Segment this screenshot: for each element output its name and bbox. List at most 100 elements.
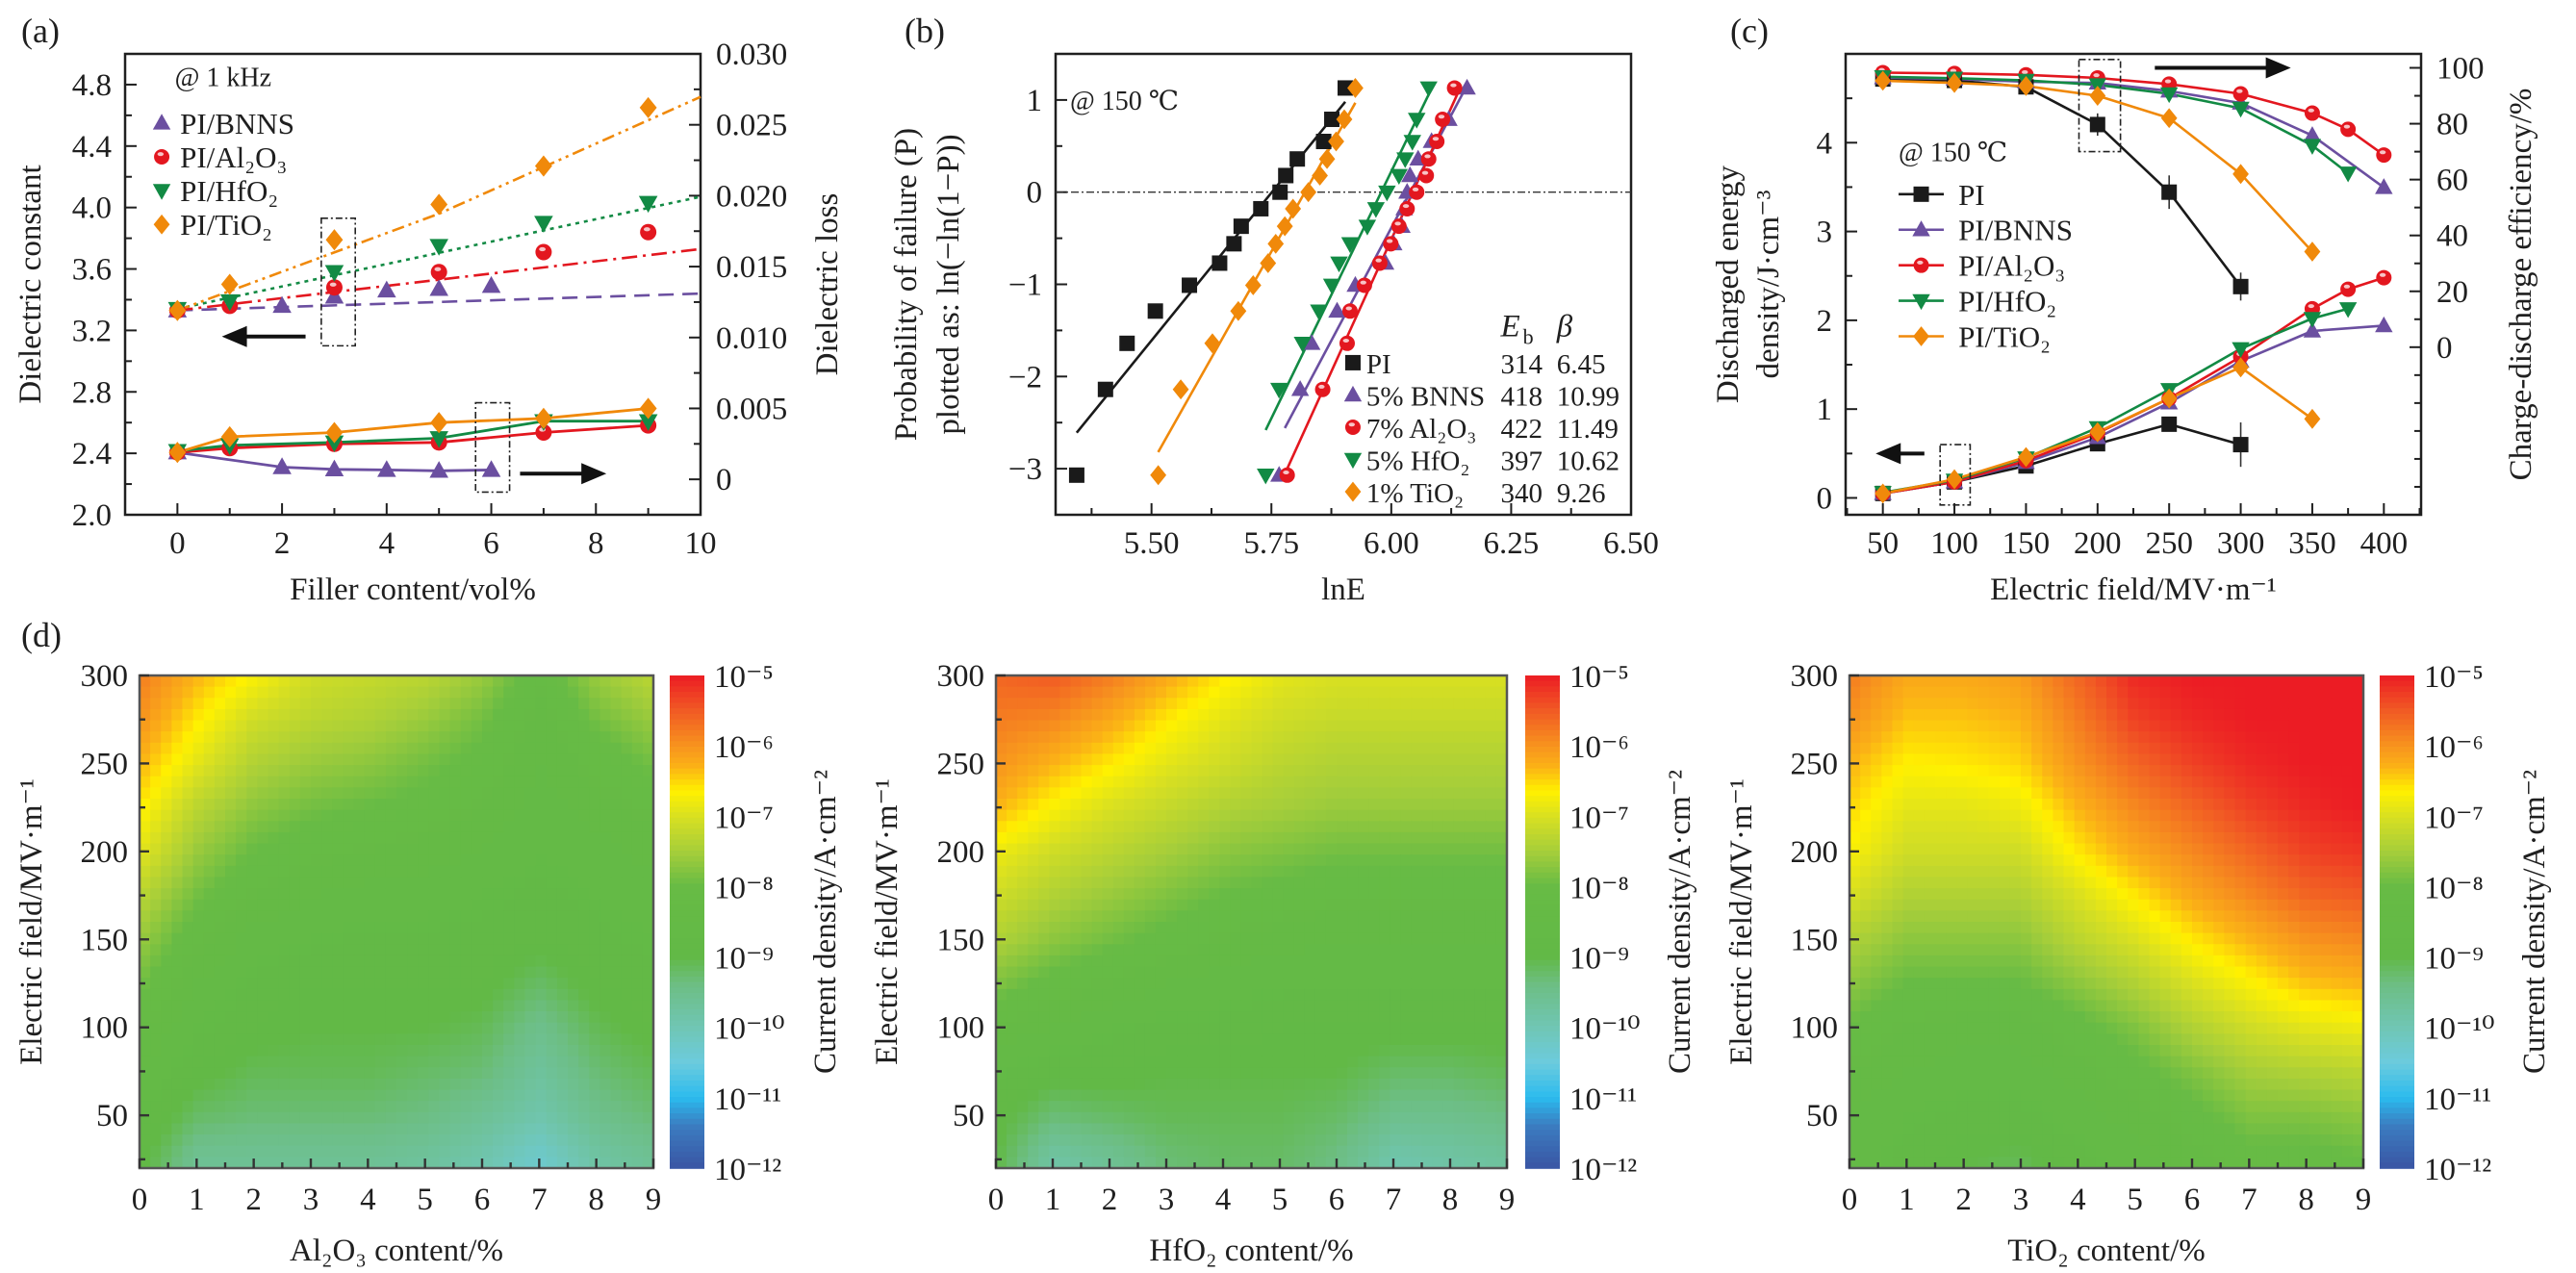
heatmap-cell bbox=[1230, 731, 1242, 744]
heatmap-cell bbox=[482, 1078, 494, 1091]
heatmap-cell bbox=[396, 922, 408, 934]
heatmap-cell bbox=[1059, 978, 1072, 990]
heatmap-cell bbox=[1325, 877, 1338, 889]
heatmap-cell bbox=[1453, 1078, 1466, 1091]
heatmap-cell bbox=[299, 843, 312, 855]
heatmap-cell bbox=[568, 1045, 579, 1057]
heatmap-cell bbox=[364, 978, 376, 990]
heatmap-cell bbox=[1007, 821, 1018, 833]
heatmap-cell bbox=[503, 686, 516, 700]
heatmap-cell bbox=[1358, 1011, 1369, 1024]
diamond-marker bbox=[1285, 198, 1302, 219]
heatmap-cell bbox=[1059, 966, 1072, 979]
heatmap-cell bbox=[1442, 753, 1455, 766]
heatmap-cell bbox=[568, 922, 579, 934]
heatmap-cell bbox=[1400, 1111, 1413, 1125]
heatmap-cell bbox=[214, 708, 226, 722]
heatmap-cell bbox=[1028, 1134, 1040, 1147]
heatmap-cell bbox=[192, 675, 205, 688]
dielectric-constant-point bbox=[272, 295, 292, 314]
heatmap-cell bbox=[1240, 966, 1253, 979]
heatmap-cell bbox=[150, 1067, 163, 1080]
heatmap-cell bbox=[1442, 731, 1455, 744]
heatmap-cell bbox=[1081, 877, 1093, 889]
heatmap-cell bbox=[493, 922, 505, 934]
colorbar-segment bbox=[670, 839, 704, 847]
heatmap-cell bbox=[140, 1033, 151, 1046]
heatmap-cell bbox=[225, 978, 237, 990]
triangle-up-marker bbox=[1458, 78, 1476, 95]
heatmap-cell bbox=[1347, 922, 1359, 934]
heatmap-cell bbox=[578, 899, 591, 912]
heatmap-cell bbox=[631, 966, 644, 979]
heatmap-cell bbox=[589, 1157, 601, 1169]
heatmap-cell bbox=[1134, 1033, 1146, 1046]
heatmap-cell bbox=[449, 1022, 462, 1035]
heatmap-cell bbox=[374, 932, 387, 946]
heatmap-cell bbox=[428, 932, 441, 946]
heatmap-cell bbox=[1337, 1123, 1348, 1135]
heatmap-cell bbox=[1390, 720, 1402, 732]
heatmap-cell bbox=[418, 831, 430, 845]
colorbar-segment bbox=[670, 872, 704, 879]
heatmap-cell bbox=[535, 776, 548, 789]
heatmap-cell bbox=[493, 932, 505, 946]
heatmap-cell bbox=[1272, 787, 1285, 800]
heatmap-cell bbox=[1198, 831, 1211, 845]
heatmap-cell bbox=[332, 821, 344, 833]
heatmap-cell bbox=[1219, 809, 1232, 823]
x-tick-label: 50 bbox=[1867, 526, 1899, 561]
heatmap-cell bbox=[1442, 988, 1455, 1002]
heatmap-cell bbox=[343, 1101, 355, 1113]
heatmap-cell bbox=[1485, 922, 1497, 934]
dielectric-constant-point bbox=[430, 193, 448, 216]
heatmap-cell bbox=[418, 1033, 430, 1046]
dielectric-loss-point bbox=[377, 460, 396, 477]
colorbar-segment bbox=[670, 686, 704, 693]
triangle-up-marker bbox=[272, 457, 292, 474]
legend-row: 7% Al₂O₃ 422 11.49 bbox=[1344, 414, 1619, 445]
heatmap-cell bbox=[546, 787, 558, 800]
heatmap-cell bbox=[203, 932, 216, 946]
heatmap-cell bbox=[343, 708, 355, 722]
heatmap-cell bbox=[493, 720, 505, 732]
heatmap-cell bbox=[503, 720, 516, 732]
heatmap-cell bbox=[1337, 854, 1348, 867]
heatmap-cell bbox=[203, 910, 216, 923]
heatmap-cell bbox=[1123, 776, 1135, 789]
heatmap-cell bbox=[1474, 1123, 1487, 1135]
heatmap-cell bbox=[396, 854, 408, 867]
heatmap-cell bbox=[556, 1111, 569, 1125]
heatmap-cell bbox=[1007, 1056, 1018, 1069]
heatmap-cell bbox=[1358, 865, 1369, 878]
heatmap-cell bbox=[1379, 877, 1391, 889]
heatmap-cell bbox=[1177, 1078, 1188, 1091]
heatmap-cell bbox=[1379, 1000, 1391, 1012]
heatmap-cell bbox=[460, 776, 472, 789]
heatmap-cell bbox=[1251, 708, 1263, 722]
heatmap-cell bbox=[1049, 910, 1061, 923]
heatmap-cell bbox=[182, 799, 194, 811]
heatmap-cell bbox=[1283, 731, 1295, 744]
heatmap-cell bbox=[1390, 1067, 1402, 1080]
heatmap-cell bbox=[1219, 821, 1232, 833]
heatmap-cell bbox=[1251, 776, 1263, 789]
heatmap-cell bbox=[621, 776, 633, 789]
heatmap-cell bbox=[364, 821, 376, 833]
heatmap-cell bbox=[1390, 910, 1402, 923]
data-point bbox=[1435, 112, 1451, 128]
heatmap-cell bbox=[1209, 720, 1221, 732]
heatmap-cell bbox=[524, 843, 537, 855]
heatmap-cell bbox=[1134, 799, 1146, 811]
heatmap-cell bbox=[482, 1123, 494, 1135]
heatmap-cell bbox=[1411, 1045, 1423, 1057]
data-point bbox=[1347, 78, 1364, 98]
heatmap-cell bbox=[621, 720, 633, 732]
heatmap-cell bbox=[192, 877, 205, 889]
heatmap-cell bbox=[161, 955, 173, 968]
heatmap-cell bbox=[610, 843, 623, 855]
heatmap-cell bbox=[1400, 988, 1413, 1002]
heatmap-cell bbox=[610, 1157, 623, 1169]
heatmap-cell bbox=[1251, 686, 1263, 700]
heatmap-cell bbox=[1038, 742, 1051, 755]
